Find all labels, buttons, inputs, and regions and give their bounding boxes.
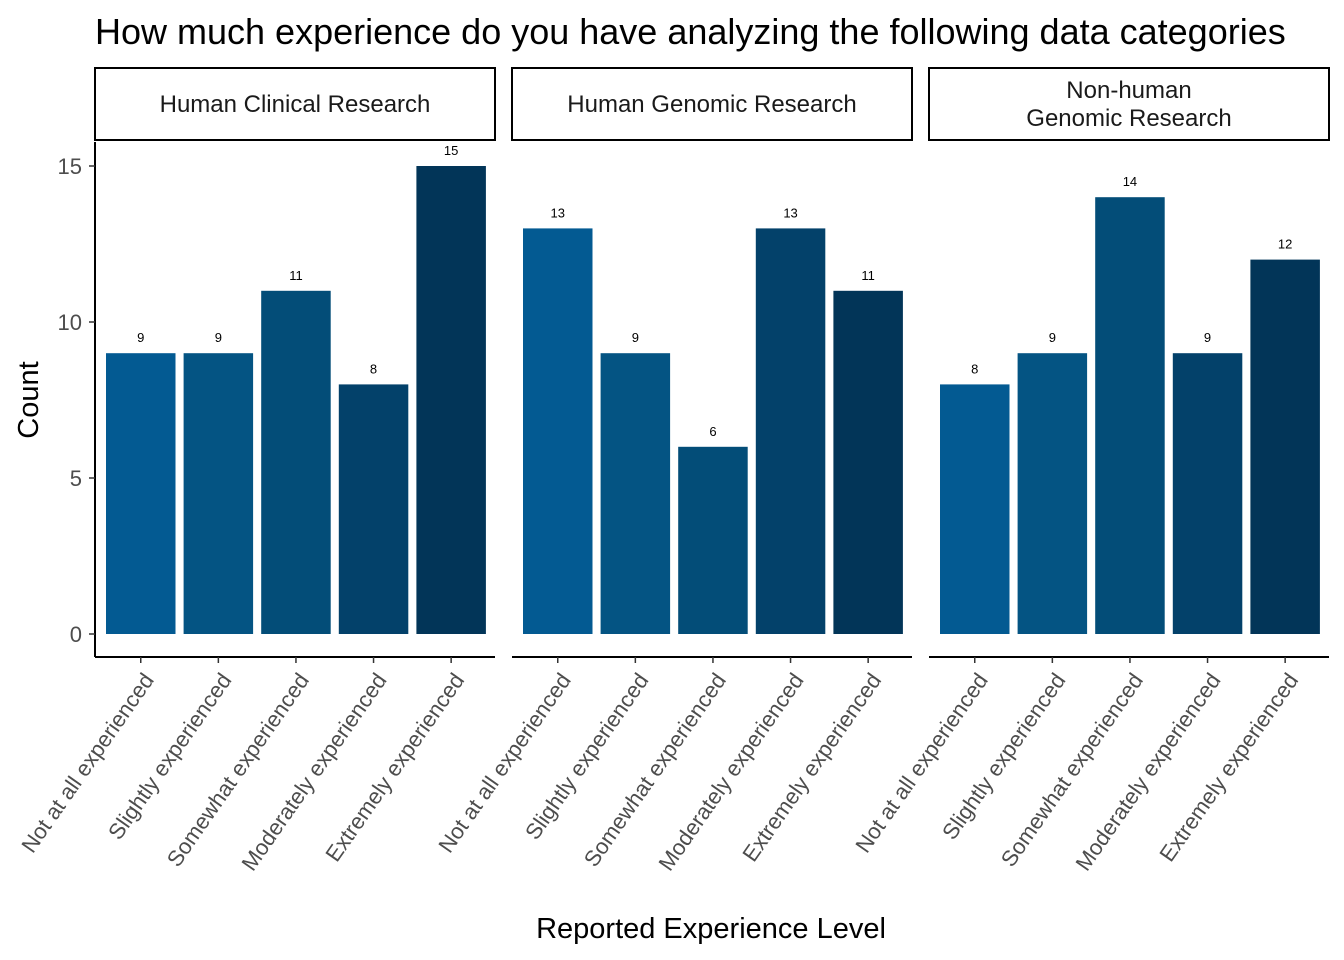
- bar-value-label: 12: [1278, 237, 1292, 252]
- bar: [416, 166, 486, 634]
- bar-value-label: 9: [137, 330, 144, 345]
- facet-panel: Human Clinical Research 9 Not at all exper…: [16, 67, 496, 876]
- x-tick-label: Moderately experienced: [1070, 669, 1225, 876]
- bar: [678, 446, 748, 634]
- bar: [183, 353, 254, 634]
- bar: [338, 384, 409, 634]
- x-tick-label: Extremely experienced: [1154, 669, 1303, 867]
- facet-strip-label: Genomic Research: [1026, 105, 1231, 132]
- y-tick-label: 15: [58, 154, 82, 179]
- x-tick-label: Somewhat experienced: [996, 669, 1148, 872]
- bar-value-label: 11: [289, 268, 303, 283]
- bar-value-label: 13: [783, 205, 797, 220]
- bar-value-label: 15: [444, 143, 458, 158]
- x-tick-label: Somewhat experienced: [579, 669, 731, 872]
- facet-panels: Human Clinical Research 9 Not at all exper…: [16, 67, 1330, 876]
- facet-strip: [94, 67, 496, 141]
- bar-value-label: 9: [215, 330, 222, 345]
- y-tick-label: 10: [58, 310, 82, 335]
- bar-value-label: 8: [370, 361, 377, 376]
- bar-value-label: 9: [632, 330, 639, 345]
- chart-title: How much experience do you have analyzin…: [95, 11, 1286, 52]
- bar: [1172, 353, 1243, 634]
- bar: [1095, 197, 1165, 634]
- bar-value-label: 11: [861, 268, 875, 283]
- bar-value-label: 14: [1123, 174, 1137, 189]
- bar-value-label: 9: [1204, 330, 1211, 345]
- bar: [1017, 353, 1088, 634]
- x-tick-label: Somewhat experienced: [162, 669, 314, 872]
- bar: [261, 290, 331, 634]
- bar-value-label: 8: [971, 361, 978, 376]
- facet-strip-label: Human Clinical Research: [160, 91, 431, 118]
- y-axis-label: Count: [13, 361, 45, 438]
- bar: [523, 228, 593, 634]
- bar: [1250, 259, 1320, 634]
- bar: [106, 353, 176, 634]
- bar: [600, 353, 671, 634]
- facet-strip-label: Non-human: [1066, 77, 1191, 104]
- x-axis-label: Reported Experience Level: [536, 913, 886, 945]
- y-tick-label: 5: [70, 466, 82, 491]
- x-tick-label: Moderately experienced: [236, 669, 391, 876]
- bar: [940, 384, 1010, 634]
- facet-strip: [928, 67, 1330, 141]
- bar: [833, 290, 903, 634]
- bar: [755, 228, 826, 634]
- bar-value-label: 6: [709, 424, 716, 439]
- x-tick-label: Moderately experienced: [653, 669, 808, 876]
- bar-value-label: 13: [551, 205, 565, 220]
- facet-strip-label: Human Genomic Research: [567, 91, 856, 118]
- y-axis: 0 5 10 15: [58, 142, 96, 657]
- facet-strip: [511, 67, 913, 141]
- x-tick-label: Not at all experienced: [16, 669, 159, 858]
- y-tick-label: 0: [70, 622, 82, 647]
- bar-value-label: 9: [1049, 330, 1056, 345]
